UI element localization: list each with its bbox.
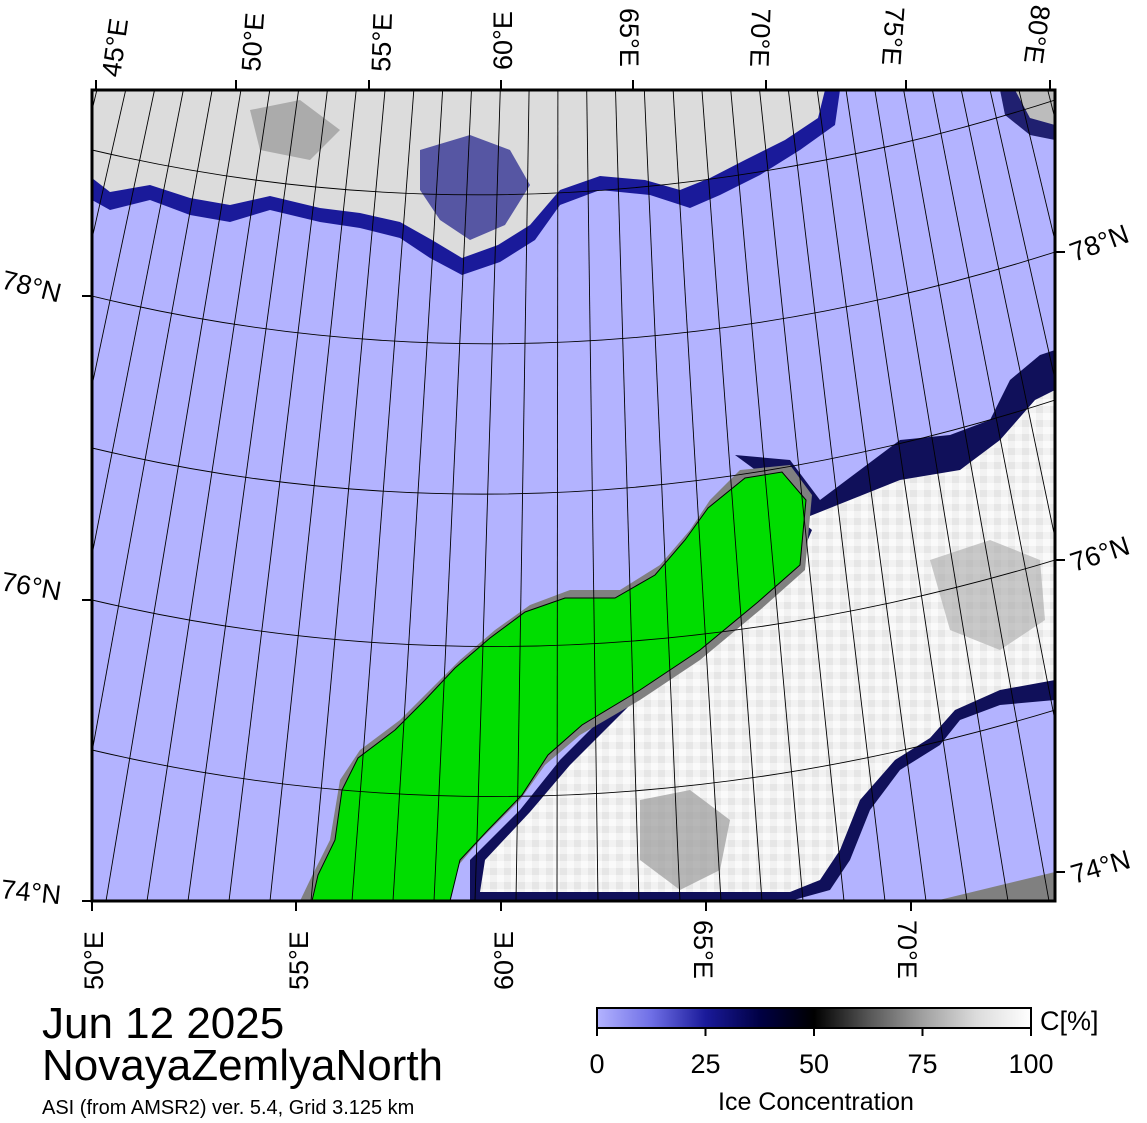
graticule: [92, 90, 1055, 901]
meridian-line: [92, 90, 213, 755]
colorbar-unit: C[%]: [1040, 1006, 1099, 1036]
frame-ticks: [82, 80, 1065, 911]
map-frame: [90, 88, 1057, 903]
right-latitude-labels: 78°N 76°N 74°N: [1066, 219, 1134, 890]
northeast-ice-corner-light: [1015, 90, 1055, 125]
meridian-line: [759, 90, 845, 901]
meridian-line: [615, 90, 640, 901]
meridian-line: [351, 90, 415, 901]
meridian-line: [586, 90, 599, 901]
bottom-lon-label-50e: 50°E: [79, 931, 109, 990]
right-lat-label-74n: 74°N: [1067, 844, 1133, 889]
bottom-lon-label-55e: 55°E: [284, 931, 314, 990]
bottom-lon-label-70e: 70°E: [892, 920, 922, 979]
left-lat-label-74n: 74°N: [0, 874, 63, 910]
bottom-lon-label-60e: 60°E: [489, 931, 519, 990]
colorbar-tick-0: 0: [589, 1049, 604, 1079]
kara-ice-grey-patch-east: [930, 540, 1045, 650]
parallel-75n: [92, 709, 1055, 797]
top-lon-label-70e: 70°E: [744, 8, 776, 68]
novaya-zemlya-land: [311, 471, 807, 901]
top-lon-label-80e: 80°E: [1018, 3, 1056, 65]
bottom-longitude-labels: 50°E 55°E 60°E 65°E 70°E: [79, 920, 922, 990]
left-lat-label-76n: 76°N: [0, 566, 64, 606]
kara-sea-ice: [480, 390, 1055, 892]
top-lon-label-55e: 55°E: [366, 12, 398, 72]
colorbar-bar: [596, 1007, 1032, 1029]
meridian-line: [92, 90, 184, 558]
right-lat-label-76n: 76°N: [1067, 531, 1134, 578]
meridian-line: [730, 90, 804, 901]
parallel-79n: [92, 99, 1055, 196]
colorbar-tick-50: 50: [799, 1049, 829, 1079]
top-longitude-labels: 45°E 50°E 55°E 60°E 65°E 70°E 75°E 80°E: [96, 3, 1056, 79]
colorbar-tick-25: 25: [690, 1049, 720, 1079]
colorbar-tick-100: 100: [1008, 1049, 1053, 1079]
northern-ice-grey-patch: [250, 100, 340, 160]
product-info-note: ASI (from AMSR2) ver. 5.4, Grid 3.125 km: [42, 1097, 415, 1119]
meridian-line: [228, 90, 328, 901]
left-latitude-labels: 78°N 76°N 74°N: [0, 265, 64, 911]
colorbar: C[%] 0 25 50 75 100 Ice Concentration: [589, 1006, 1098, 1116]
meridian-line: [310, 90, 386, 901]
meridian-line: [392, 90, 444, 901]
map-date-title: Jun 12 2025: [42, 999, 285, 1048]
top-lon-label-65e: 65°E: [614, 8, 644, 67]
meridian-line: [960, 90, 1055, 541]
meridian-line: [932, 90, 1055, 724]
meridian-line: [874, 90, 1009, 901]
meridian-line: [845, 90, 968, 901]
meridian-lines: [92, 90, 1055, 901]
meridian-line: [146, 90, 271, 901]
meridian-line: [515, 90, 530, 901]
kara-ice-grey-patch: [640, 790, 730, 890]
map-region-title: NovayaZemlyaNorth: [42, 1041, 444, 1090]
meridian-line: [643, 90, 681, 901]
top-lon-label-60e: 60°E: [488, 11, 518, 70]
right-lat-label-78n: 78°N: [1066, 219, 1133, 268]
northern-ice-dark-patch: [420, 135, 530, 240]
meridian-line: [433, 90, 472, 901]
top-lon-label-50e: 50°E: [236, 12, 270, 73]
colorbar-tick-75: 75: [907, 1049, 937, 1079]
meridian-line: [701, 90, 763, 901]
meridian-line: [474, 90, 501, 901]
colorbar-caption: Ice Concentration: [718, 1088, 914, 1116]
map-area: [92, 90, 1055, 901]
meridian-line: [903, 90, 1050, 901]
parallel-77n: [92, 399, 1055, 495]
parallel-78n: [92, 251, 1055, 345]
top-lon-label-45e: 45°E: [96, 16, 134, 78]
left-lat-label-78n: 78°N: [0, 265, 64, 309]
meridian-line: [672, 90, 722, 901]
bottom-lon-label-65e: 65°E: [688, 920, 718, 979]
southeast-corner-mask: [935, 872, 1055, 901]
top-lon-label-75e: 75°E: [876, 6, 910, 67]
meridian-line: [269, 90, 357, 901]
meridian-line: [787, 90, 886, 901]
meridian-line: [105, 90, 242, 901]
parallel-76n: [92, 559, 1055, 647]
meridian-line: [187, 90, 300, 901]
colorbar-ticks: [596, 1028, 1032, 1036]
meridian-line: [556, 90, 559, 901]
meridian-line: [816, 90, 927, 901]
